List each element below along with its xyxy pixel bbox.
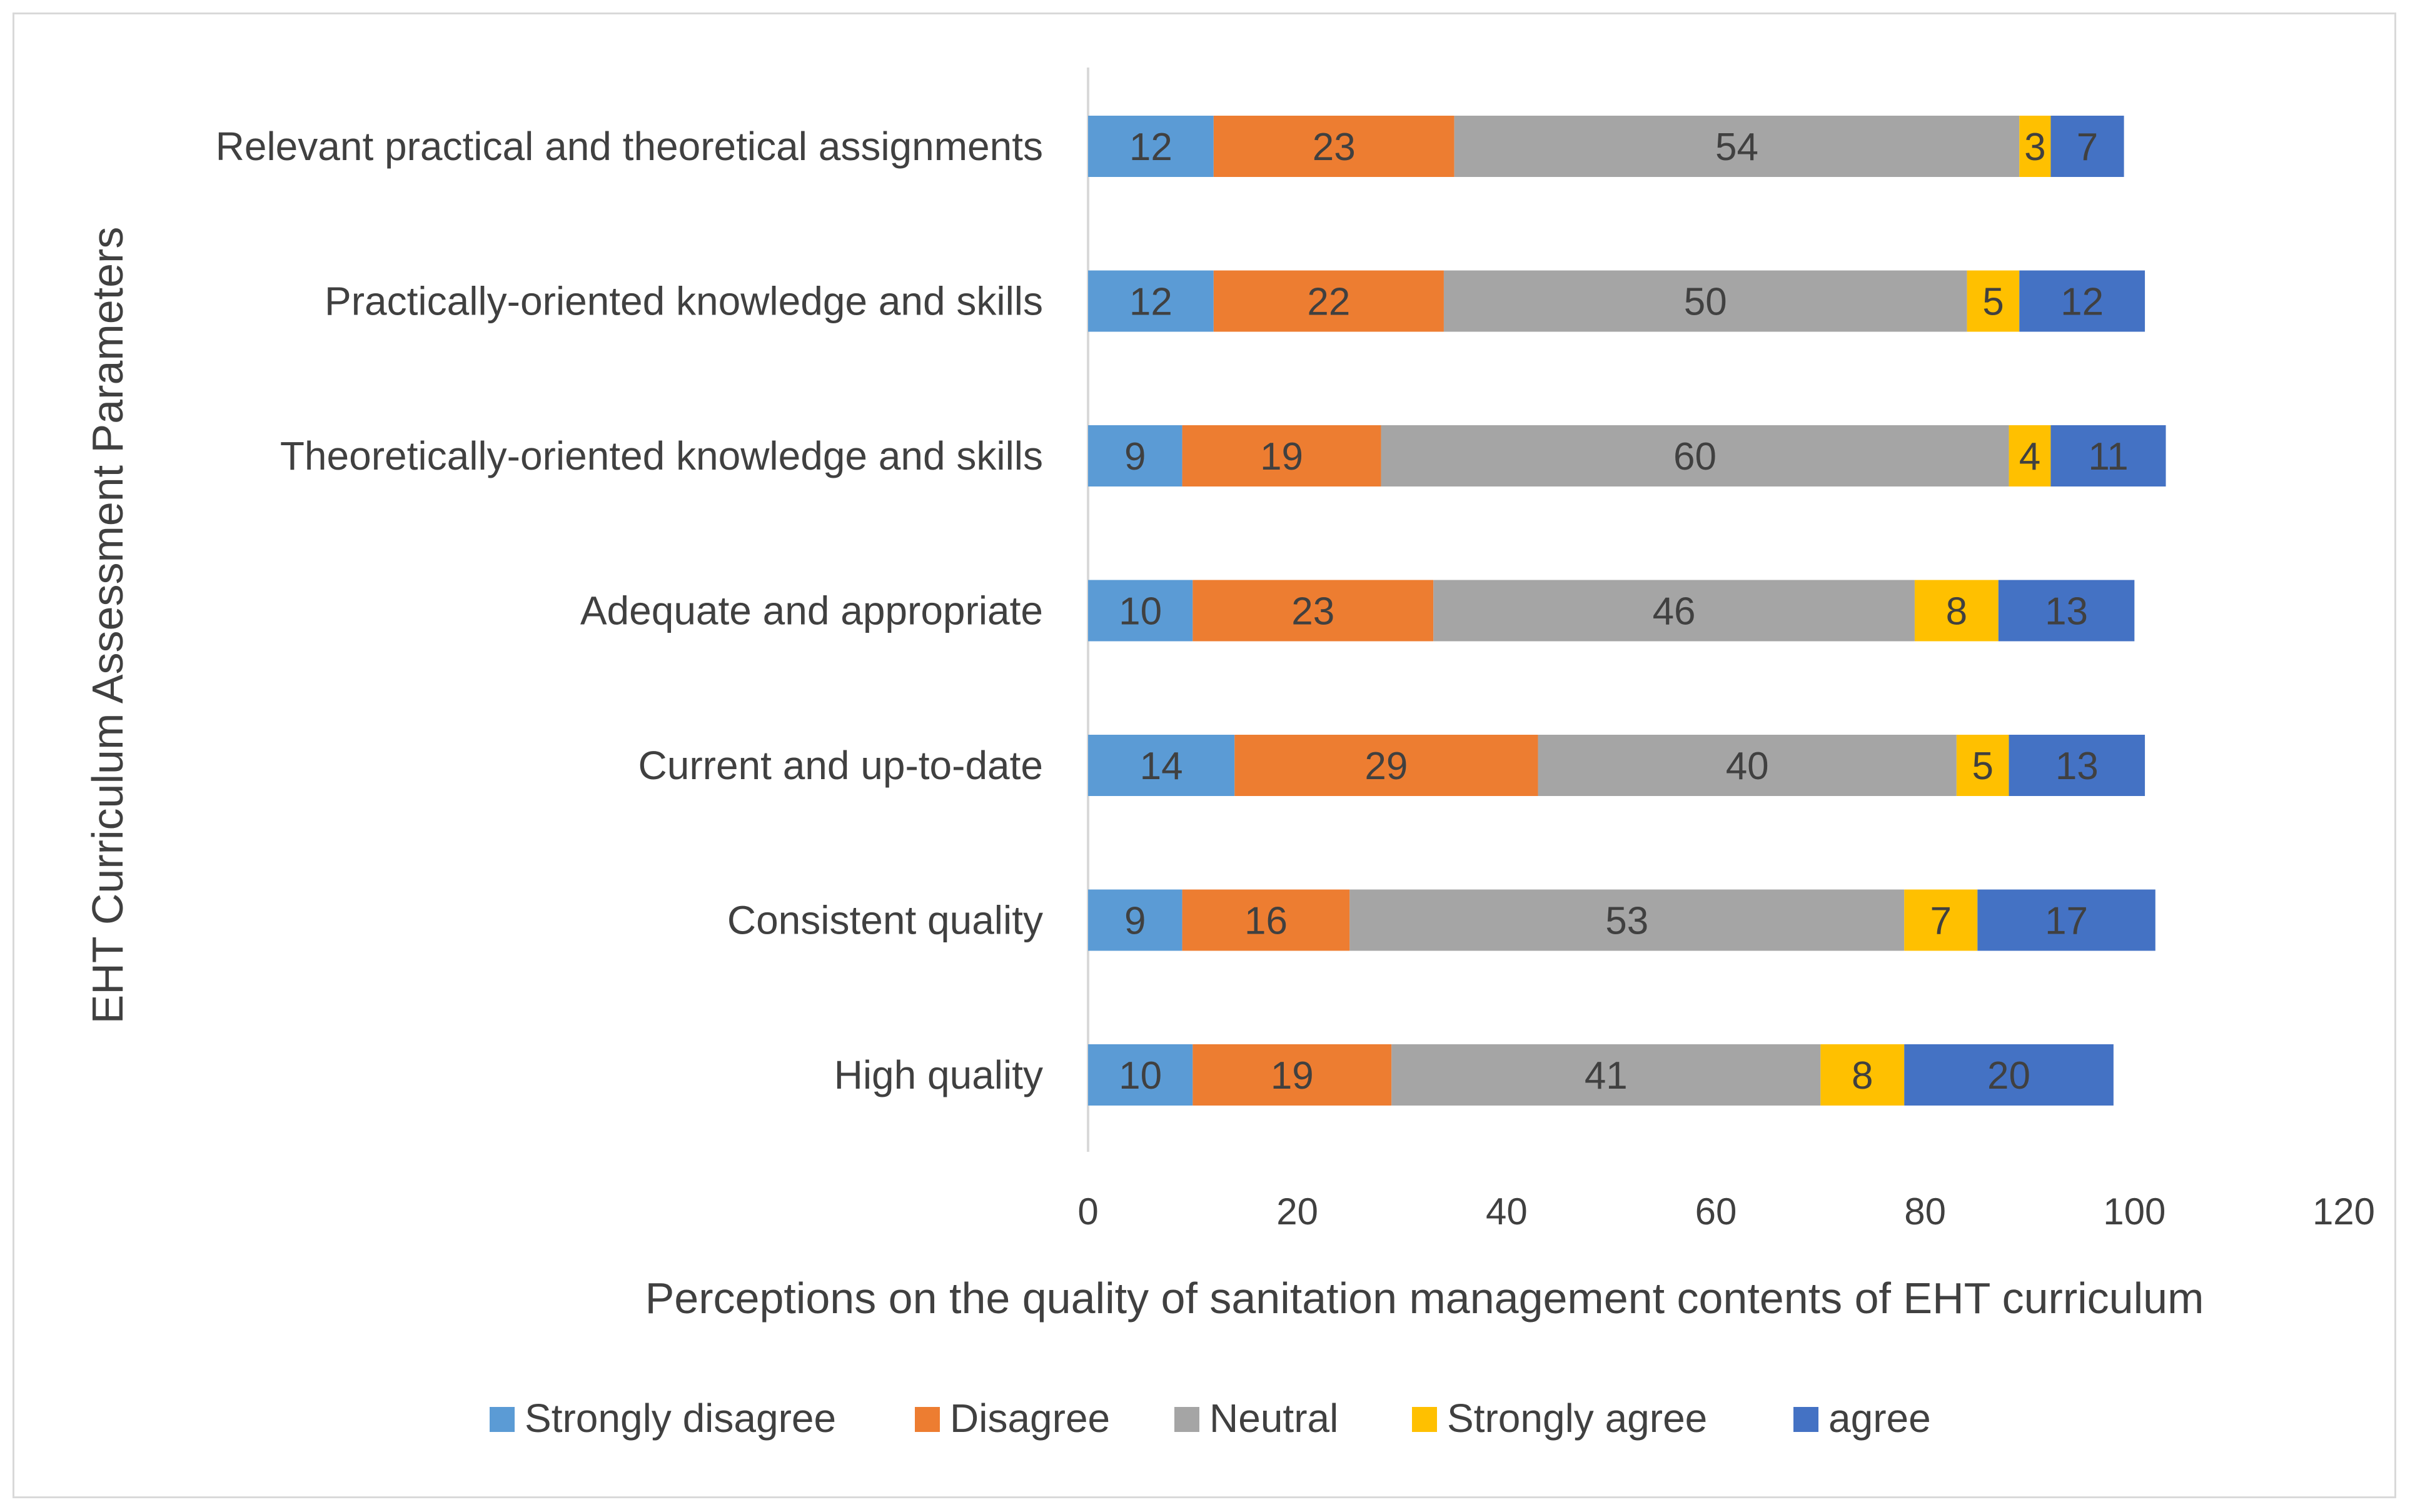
data-label: 20 xyxy=(1987,1054,2030,1097)
data-label: 12 xyxy=(1129,126,1172,169)
category-label: High quality xyxy=(834,1052,1043,1097)
bar-segment-strongly-disagree xyxy=(1088,735,1235,796)
data-label: 8 xyxy=(1852,1054,1873,1097)
bar-segment-disagree xyxy=(1182,889,1350,951)
bar-segment-neutral xyxy=(1391,1044,1821,1106)
data-label: 46 xyxy=(1653,590,1696,633)
data-label: 9 xyxy=(1124,900,1146,943)
bar-segment-strongly-disagree xyxy=(1088,1044,1193,1106)
bar-segment-disagree xyxy=(1192,580,1434,642)
x-tick-label: 40 xyxy=(1486,1191,1528,1232)
category-label: Relevant practical and theoretical assig… xyxy=(216,124,1043,169)
data-label: 41 xyxy=(1585,1054,1628,1097)
data-label: 10 xyxy=(1119,1054,1162,1097)
category-label: Consistent quality xyxy=(727,898,1043,943)
data-label: 19 xyxy=(1271,1054,1314,1097)
x-tick-label: 20 xyxy=(1276,1191,1318,1232)
data-label: 60 xyxy=(1673,435,1717,478)
bar-segment-strongly-agree xyxy=(1820,1044,1905,1106)
bar-segment-disagree xyxy=(1234,735,1538,796)
data-label: 7 xyxy=(2077,126,2098,169)
y-axis-title: EHT Curriculum Assessment Parameters xyxy=(83,227,132,1024)
bar-segment-strongly-disagree xyxy=(1088,889,1182,951)
bar-segment-neutral xyxy=(1443,270,1967,332)
x-tick-label: 0 xyxy=(1077,1191,1098,1232)
data-label: 13 xyxy=(2045,590,2088,633)
data-label: 40 xyxy=(1726,745,1769,788)
bar-segment-strongly-agree xyxy=(2019,116,2051,177)
bar-segment-agree xyxy=(2050,116,2124,177)
category-label: Practically-oriented knowledge and skill… xyxy=(325,279,1043,324)
data-label: 50 xyxy=(1684,281,1727,324)
legend-label: Disagree xyxy=(950,1396,1110,1441)
legend-label: agree xyxy=(1828,1396,1931,1441)
bar-segment-agree xyxy=(1904,1044,2114,1106)
x-axis-title: Perceptions on the quality of sanitation… xyxy=(645,1274,2204,1323)
legend-swatch xyxy=(1412,1407,1437,1432)
data-label: 7 xyxy=(1930,900,1952,943)
bar-segment-neutral xyxy=(1538,735,1957,796)
bar-segment-disagree xyxy=(1213,270,1444,332)
bar-segment-agree xyxy=(2050,425,2166,486)
data-label: 23 xyxy=(1313,126,1356,169)
x-tick-label: 80 xyxy=(1904,1191,1946,1232)
data-label: 5 xyxy=(1972,745,1993,788)
bar-segment-agree xyxy=(1977,889,2155,951)
bar-segment-disagree xyxy=(1192,1044,1392,1106)
data-label: 12 xyxy=(2060,281,2104,324)
data-label: 3 xyxy=(2024,126,2045,169)
data-label: 4 xyxy=(2019,435,2040,478)
data-label: 17 xyxy=(2045,900,2088,943)
bar-segment-neutral xyxy=(1381,425,2009,486)
legend-swatch xyxy=(490,1407,515,1432)
legend-label: Neutral xyxy=(1209,1396,1338,1441)
legend-label: Strongly agree xyxy=(1447,1396,1707,1441)
category-label: Theoretically-oriented knowledge and ski… xyxy=(280,433,1043,478)
data-label: 14 xyxy=(1140,745,1183,788)
bar-segment-neutral xyxy=(1433,580,1915,642)
bar-segment-strongly-agree xyxy=(1914,580,1999,642)
bar-segment-disagree xyxy=(1182,425,1381,486)
bar-segment-strongly-disagree xyxy=(1088,270,1214,332)
x-tick-label: 60 xyxy=(1695,1191,1737,1232)
data-label: 54 xyxy=(1715,126,1758,169)
category-label: Current and up-to-date xyxy=(638,743,1044,788)
bar-segment-neutral xyxy=(1349,889,1905,951)
data-label: 13 xyxy=(2055,745,2099,788)
legend-swatch xyxy=(1793,1407,1818,1432)
data-label: 23 xyxy=(1291,590,1334,633)
x-tick-label: 120 xyxy=(2312,1191,2375,1232)
bar-segment-strongly-disagree xyxy=(1088,116,1214,177)
bar-segment-strongly-agree xyxy=(1956,735,2009,796)
data-label: 16 xyxy=(1244,900,1288,943)
data-label: 29 xyxy=(1364,745,1408,788)
data-label: 10 xyxy=(1119,590,1162,633)
bar-segment-strongly-agree xyxy=(1967,270,2020,332)
data-label: 22 xyxy=(1307,281,1350,324)
legend-label: Strongly disagree xyxy=(525,1396,836,1441)
legend-swatch xyxy=(915,1407,940,1432)
bar-segment-agree xyxy=(2009,735,2145,796)
category-label: Adequate and appropriate xyxy=(580,588,1043,633)
bar-segment-strongly-agree xyxy=(2009,425,2051,486)
bar-segment-neutral xyxy=(1454,116,2020,177)
bar-segment-strongly-disagree xyxy=(1088,425,1182,486)
legend-swatch xyxy=(1174,1407,1199,1432)
data-label: 11 xyxy=(2088,435,2128,478)
bar-segment-agree xyxy=(2019,270,2145,332)
bar-segment-agree xyxy=(1998,580,2135,642)
data-label: 53 xyxy=(1605,900,1648,943)
data-label: 12 xyxy=(1129,281,1172,324)
data-label: 19 xyxy=(1260,435,1303,478)
bar-segment-disagree xyxy=(1213,116,1455,177)
bar-segment-strongly-disagree xyxy=(1088,580,1193,642)
data-label: 8 xyxy=(1946,590,1967,633)
data-label: 5 xyxy=(1982,281,2004,324)
data-label: 9 xyxy=(1124,435,1146,478)
x-tick-label: 100 xyxy=(2103,1191,2165,1232)
bar-segment-strongly-agree xyxy=(1904,889,1978,951)
